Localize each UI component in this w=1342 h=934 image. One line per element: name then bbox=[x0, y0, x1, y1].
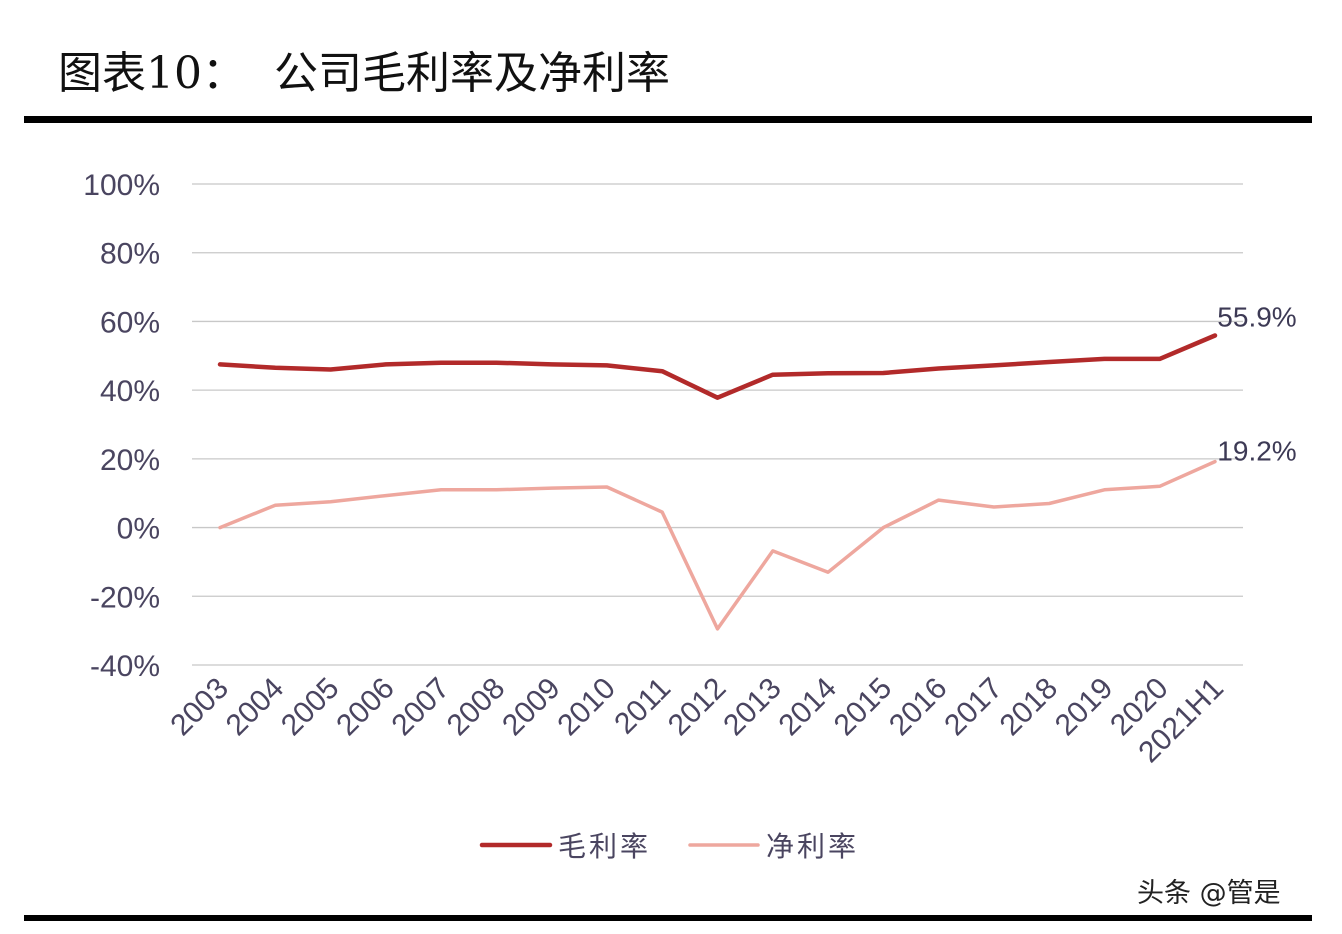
x-tick-label: 2009 bbox=[496, 672, 567, 743]
x-tick-label: 2012 bbox=[662, 672, 733, 743]
y-tick-label: 60% bbox=[100, 306, 160, 339]
y-axis-tick-labels: -40% -20% 0% 20% 40% 60% 80% 100% bbox=[83, 169, 160, 683]
x-tick-label: 2015 bbox=[828, 672, 899, 743]
y-tick-label: -20% bbox=[90, 581, 160, 614]
x-tick-label: 2003 bbox=[164, 672, 235, 743]
y-tick-label: -40% bbox=[90, 650, 160, 683]
x-tick-label: 2006 bbox=[330, 672, 401, 743]
end-value-labels: 55.9% 19.2% bbox=[1217, 302, 1296, 467]
data-label: 19.2% bbox=[1217, 436, 1296, 467]
y-tick-label: 100% bbox=[83, 169, 160, 202]
series-line bbox=[218, 459, 1217, 631]
y-tick-label: 40% bbox=[100, 375, 160, 408]
series-line bbox=[217, 333, 1218, 400]
x-tick-label: 2007 bbox=[386, 672, 457, 743]
x-tick-label: 2004 bbox=[220, 672, 291, 743]
legend-label: 毛利率 bbox=[558, 830, 651, 863]
x-tick-label: 2017 bbox=[938, 672, 1009, 743]
watermark: 头条 @管是 bbox=[1137, 878, 1281, 909]
y-tick-label: 80% bbox=[100, 238, 160, 271]
x-tick-label: 2008 bbox=[441, 672, 512, 743]
data-label: 55.9% bbox=[1217, 302, 1296, 333]
legend-label: 净利率 bbox=[766, 830, 859, 863]
x-tick-label: 2013 bbox=[717, 672, 788, 743]
x-tick-label: 2005 bbox=[275, 672, 346, 743]
legend: 毛利率 净利率 bbox=[479, 830, 859, 863]
x-tick-label: 2011 bbox=[608, 672, 677, 741]
footer-rule bbox=[24, 915, 1312, 921]
y-tick-label: 20% bbox=[100, 444, 160, 477]
chart-title: 图表10： 公司毛利率及净利率 bbox=[58, 48, 670, 99]
x-tick-label: 2016 bbox=[883, 672, 954, 743]
gridlines bbox=[192, 183, 1243, 666]
x-tick-label: 2010 bbox=[551, 672, 622, 743]
series-lines bbox=[217, 333, 1218, 631]
x-tick-label: 2019 bbox=[1049, 672, 1120, 743]
x-axis-tick-labels: 2003200420052006200720082009201020112012… bbox=[164, 672, 1230, 770]
x-tick-label: 2014 bbox=[772, 672, 843, 743]
title-rule bbox=[24, 116, 1312, 123]
y-tick-label: 0% bbox=[117, 513, 160, 546]
x-tick-label: 2018 bbox=[994, 672, 1065, 743]
